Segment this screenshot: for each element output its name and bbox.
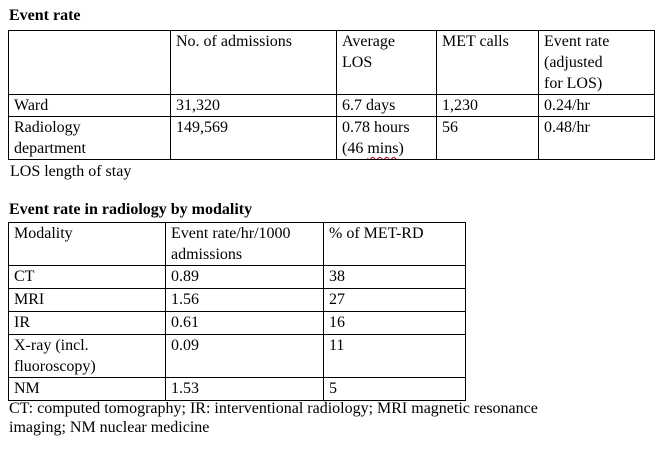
footnote-line: CT: computed tomography; IR: interventio… [9, 400, 538, 417]
column-header-admissions: No. of admissions [170, 30, 337, 95]
table-cell: 56 [436, 116, 539, 160]
table-row-ir: IR 0.61 16 [8, 311, 466, 335]
cell-text: ) [398, 140, 404, 157]
column-header-met-calls: MET calls [436, 30, 539, 95]
table-row-radiology: Radiology department 149,569 0.78 hours … [8, 116, 655, 160]
event-rate-title: Event rate [9, 7, 81, 24]
footnote-line: imaging; NM nuclear medicine [9, 419, 210, 436]
table-cell: MRI [8, 288, 166, 312]
table-cell: 149,569 [170, 116, 337, 160]
spellcheck-underlined-word: mins [367, 140, 399, 157]
table-cell: Ward [8, 94, 171, 117]
table-cell: 31,320 [170, 94, 337, 117]
modality-table: Modality Event rate/hr/1000 admissions %… [8, 222, 466, 401]
table-header-row: No. of admissions Average LOS MET calls … [8, 30, 655, 95]
table-row-xray: X-ray (incl. fluoroscopy) 0.09 11 [8, 334, 466, 378]
table-cell: CT [8, 265, 166, 289]
table-cell: 38 [323, 265, 466, 289]
table-cell: 27 [323, 288, 466, 312]
column-header-event-rate: Event rate/hr/1000 admissions [165, 222, 324, 266]
table-cell: IR [8, 311, 166, 335]
table-cell: 1,230 [436, 94, 539, 117]
table-cell: 0.24/hr [538, 94, 655, 117]
table-cell: 0.61 [165, 311, 324, 335]
table-cell: 0.48/hr [538, 116, 655, 160]
column-header-modality: Modality [8, 222, 166, 266]
modality-title: Event rate in radiology by modality [9, 201, 253, 218]
column-header-average-los: Average LOS [336, 30, 437, 95]
table-cell: NM [8, 377, 166, 401]
table-cell: 0.09 [165, 334, 324, 378]
table-cell: X-ray (incl. fluoroscopy) [8, 334, 166, 378]
table-cell: 16 [323, 311, 466, 335]
table-cell: 5 [323, 377, 466, 401]
table-cell: 0.78 hours (46 mins) [336, 116, 437, 160]
table-row-nm: NM 1.53 5 [8, 377, 466, 401]
table-row-ct: CT 0.89 38 [8, 265, 466, 289]
table-cell: Radiology department [8, 116, 171, 160]
event-rate-table: No. of admissions Average LOS MET calls … [8, 30, 655, 160]
table-cell: 11 [323, 334, 466, 378]
table-row-mri: MRI 1.56 27 [8, 288, 466, 312]
los-footnote: LOS length of stay [10, 163, 132, 180]
column-header-blank [8, 30, 171, 95]
table-row-ward: Ward 31,320 6.7 days 1,230 0.24/hr [8, 94, 655, 117]
column-header-event-rate: Event rate (adjusted for LOS) [538, 30, 655, 95]
table-header-row: Modality Event rate/hr/1000 admissions %… [8, 222, 466, 266]
table-cell: 0.89 [165, 265, 324, 289]
table-cell: 1.53 [165, 377, 324, 401]
table-cell: 1.56 [165, 288, 324, 312]
cell-text: 0.78 hours (46 [342, 119, 410, 157]
column-header-pct-met-rd: % of MET-RD [323, 222, 466, 266]
abbreviations-footnote: CT: computed tomography; IR: interventio… [9, 399, 649, 437]
table-cell: 6.7 days [336, 94, 437, 117]
